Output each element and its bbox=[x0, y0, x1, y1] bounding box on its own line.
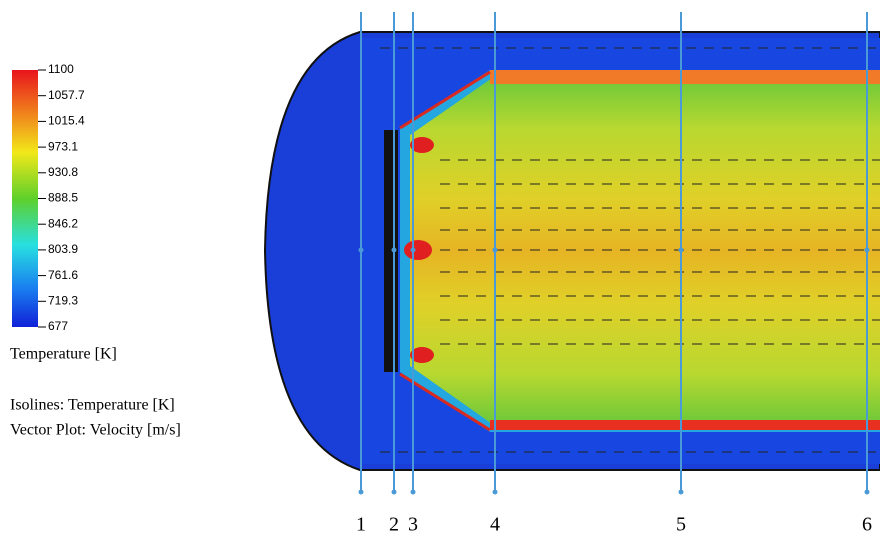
tick-label: 1100 bbox=[48, 62, 74, 76]
annotation: Vector Plot: Velocity [m/s] bbox=[10, 422, 181, 439]
tick-label: 973.1 bbox=[48, 139, 78, 153]
probe-point bbox=[865, 248, 870, 253]
tick-label: 1015.4 bbox=[48, 114, 85, 128]
contour-field bbox=[265, 32, 880, 470]
probe-label: 4 bbox=[490, 514, 500, 536]
colorbar-ticks: 1100 1057.7 1015.4 973.1 930.8 888.5 846.2 803.… bbox=[38, 62, 85, 333]
probe-label: 3 bbox=[408, 514, 418, 536]
tick-label: 1057.7 bbox=[48, 88, 85, 102]
probe-end bbox=[493, 490, 498, 495]
probe-point bbox=[679, 248, 684, 253]
probe-end bbox=[411, 490, 416, 495]
tick-label: 930.8 bbox=[48, 165, 78, 179]
probe-label: 2 bbox=[389, 514, 399, 536]
tick-label: 677 bbox=[48, 319, 68, 333]
probe-label: 6 bbox=[862, 514, 872, 536]
colorbar-title: Temperature [K] bbox=[10, 346, 117, 363]
probe-label: 5 bbox=[676, 514, 686, 536]
figure: 1100 1057.7 1015.4 973.1 930.8 888.5 846.2 803.… bbox=[0, 0, 880, 538]
colorbar bbox=[12, 70, 38, 327]
probe-end bbox=[359, 490, 364, 495]
probe-end bbox=[392, 490, 397, 495]
probe-point bbox=[411, 248, 416, 253]
probe-point bbox=[493, 248, 498, 253]
probe-label: 1 bbox=[356, 514, 366, 536]
probe-end bbox=[865, 490, 870, 495]
tick-label: 803.9 bbox=[48, 242, 78, 256]
tick-label: 761.6 bbox=[48, 268, 78, 282]
probe-end bbox=[679, 490, 684, 495]
tick-label: 719.3 bbox=[48, 293, 78, 307]
probe-point bbox=[392, 248, 397, 253]
annotation: Isolines: Temperature [K] bbox=[10, 397, 175, 414]
probe-point bbox=[359, 248, 364, 253]
tick-label: 888.5 bbox=[48, 191, 78, 205]
tick-label: 846.2 bbox=[48, 216, 78, 230]
